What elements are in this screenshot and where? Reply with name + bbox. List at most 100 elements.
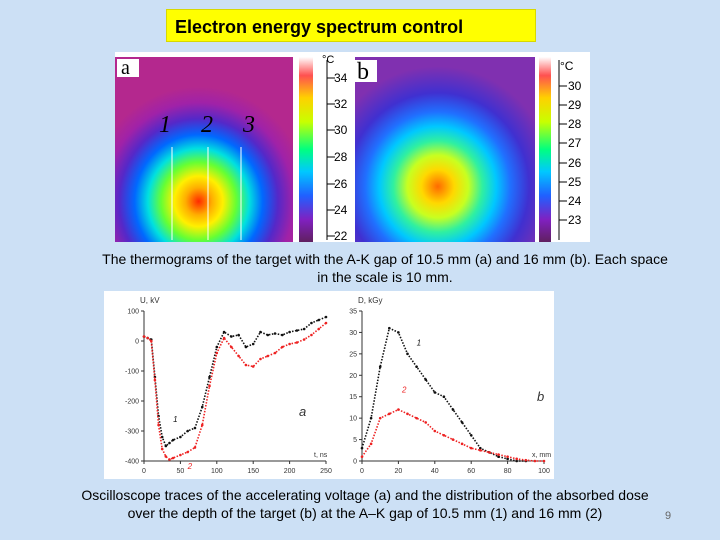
data-point [149,339,153,343]
data-point [168,441,171,445]
data-point [469,446,473,450]
x-tick-label: 250 [320,468,332,475]
line-label-2: 2 [201,112,213,138]
scale-a-tick: 32 [334,97,348,111]
thermogram-a-image: a 1 2 3 °C 34 32 30 28 26 24 22 [115,54,348,242]
scale-a-tick: 34 [334,71,348,85]
y-tick-label: 20 [349,373,357,380]
data-point [317,318,321,322]
x-axis-label: t, ns [314,452,328,459]
x-tick-label: 150 [247,468,259,475]
data-point [497,455,500,459]
data-point [324,315,328,319]
data-point [251,365,255,368]
x-axis-label: x, mm [532,452,551,459]
thermogram-caption-line2: in the scale is 10 mm. [317,269,453,285]
data-point [237,354,240,358]
data-point [179,435,182,439]
oscillogram-caption-line1: Oscilloscope traces of the accelerating … [81,487,649,503]
line-label-3: 3 [242,112,255,138]
scale-a-tick: 24 [334,203,348,217]
data-point [168,458,171,461]
data-point [378,365,382,369]
y-tick-label: 15 [349,394,357,401]
x-tick-label: 0 [360,468,364,475]
data-point [208,375,211,379]
data-point [433,429,437,433]
data-point [506,457,509,461]
data-point [479,446,482,450]
data-point [460,442,464,446]
data-point [369,416,373,420]
series-label: 2 [401,385,407,394]
data-point [515,459,518,463]
y-tick-label: -200 [125,399,139,406]
scale-b-tick: 24 [568,194,582,208]
chart-panel-label: b [537,389,544,404]
series-line-2 [361,408,544,462]
data-point [200,405,204,409]
chart-b: 0 20 40 60 80 100 0 5 10 15 20 25 30 35D, kGy x, mm b 1 2 [349,296,551,475]
y-tick-label: -100 [125,369,139,376]
data-point [273,332,277,335]
series-label: 1 [173,415,177,424]
x-tick-label: 60 [467,468,475,475]
scale-b-tick: 25 [568,175,582,189]
scale-b-tick: 23 [568,213,582,227]
data-point [259,330,262,334]
scale-a-tick: 28 [334,150,348,164]
data-point [230,335,233,338]
data-point [281,345,284,349]
chart-a: 0 50 100 150 200 250 100 0 -100 -200 -300 -400 U, kV… [125,296,332,475]
data-point [208,384,211,388]
x-tick-label: 50 [177,468,185,475]
y-tick-label: -400 [125,459,139,466]
data-point [164,455,168,458]
data-point [251,342,255,346]
data-point [542,459,546,463]
data-point [164,444,168,448]
series-label: 2 [187,462,193,471]
thermogram-a-unit: °C [322,54,334,66]
thermogram-a: a 1 2 3 °C 34 32 30 28 26 24 22 [115,52,355,242]
page-number: 9 [665,510,672,522]
title-box: Electron energy spectrum control [166,9,536,42]
scale-b-tick: 29 [568,98,582,112]
data-point [506,455,509,459]
data-point [415,365,418,369]
y-tick-label: 5 [353,437,357,444]
data-point [515,457,518,461]
scale-a-tick: 30 [334,123,348,137]
data-point [442,433,446,437]
oscillogram-caption-line2: over the depth of the target (b) at the … [127,505,603,521]
y-tick-label: 30 [349,330,357,337]
y-tick-label: 25 [349,351,357,358]
data-point [310,321,313,325]
data-point [302,327,306,331]
y-tick-label: 0 [353,459,357,466]
scale-a-tick: 22 [334,229,348,242]
data-point [378,416,382,420]
data-point [406,412,409,416]
slide-title: Electron energy spectrum control [175,17,464,37]
data-point [266,354,270,358]
x-tick-label: 100 [538,468,550,475]
data-point [215,351,219,355]
data-point [193,446,197,449]
data-point [415,416,418,420]
data-point [451,408,455,411]
x-tick-label: 20 [395,468,403,475]
y-axis-label: D, kGy [358,296,382,305]
data-point [424,378,428,381]
x-tick-label: 0 [142,468,146,475]
x-tick-label: 40 [431,468,439,475]
y-tick-label: -300 [125,429,139,436]
data-point [157,423,160,427]
thermogram-caption-line1: The thermograms of the target with the A… [102,251,668,267]
data-point [460,421,464,424]
data-point [193,426,197,430]
data-point [497,453,500,456]
data-point [160,447,164,451]
